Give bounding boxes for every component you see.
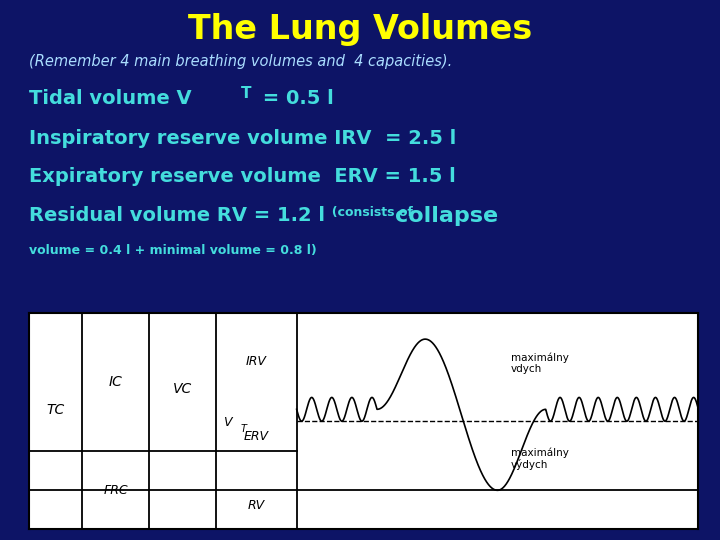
Text: collapse: collapse [395, 206, 498, 226]
Text: (Remember 4 main breathing volumes and  4 capacities).: (Remember 4 main breathing volumes and 4… [29, 54, 452, 69]
Text: VC: VC [174, 382, 192, 396]
Text: Expiratory reserve volume  ERV = 1.5 l: Expiratory reserve volume ERV = 1.5 l [29, 167, 456, 186]
Text: maximálny
vdych: maximálny vdych [511, 352, 569, 374]
Text: FRC: FRC [104, 484, 128, 497]
Text: IC: IC [109, 375, 123, 389]
Text: = 0.5 l: = 0.5 l [256, 89, 334, 108]
Text: T: T [241, 86, 252, 102]
Text: volume = 0.4 l + minimal volume = 0.8 l): volume = 0.4 l + minimal volume = 0.8 l) [29, 244, 317, 257]
Text: (consists of: (consists of [323, 206, 417, 219]
Text: ERV: ERV [244, 430, 269, 443]
Text: Inspiratory reserve volume IRV  = 2.5 l: Inspiratory reserve volume IRV = 2.5 l [29, 129, 456, 147]
Text: TC: TC [47, 403, 65, 417]
Text: The Lung Volumes: The Lung Volumes [188, 14, 532, 46]
Text: V: V [223, 416, 232, 429]
Text: maximálny
výdych: maximálny výdych [511, 447, 569, 470]
Text: Tidal volume V: Tidal volume V [29, 89, 192, 108]
Text: IRV: IRV [246, 355, 267, 368]
Text: Residual volume RV = 1.2 l: Residual volume RV = 1.2 l [29, 206, 325, 225]
Text: T: T [240, 424, 246, 434]
Text: RV: RV [248, 499, 265, 512]
